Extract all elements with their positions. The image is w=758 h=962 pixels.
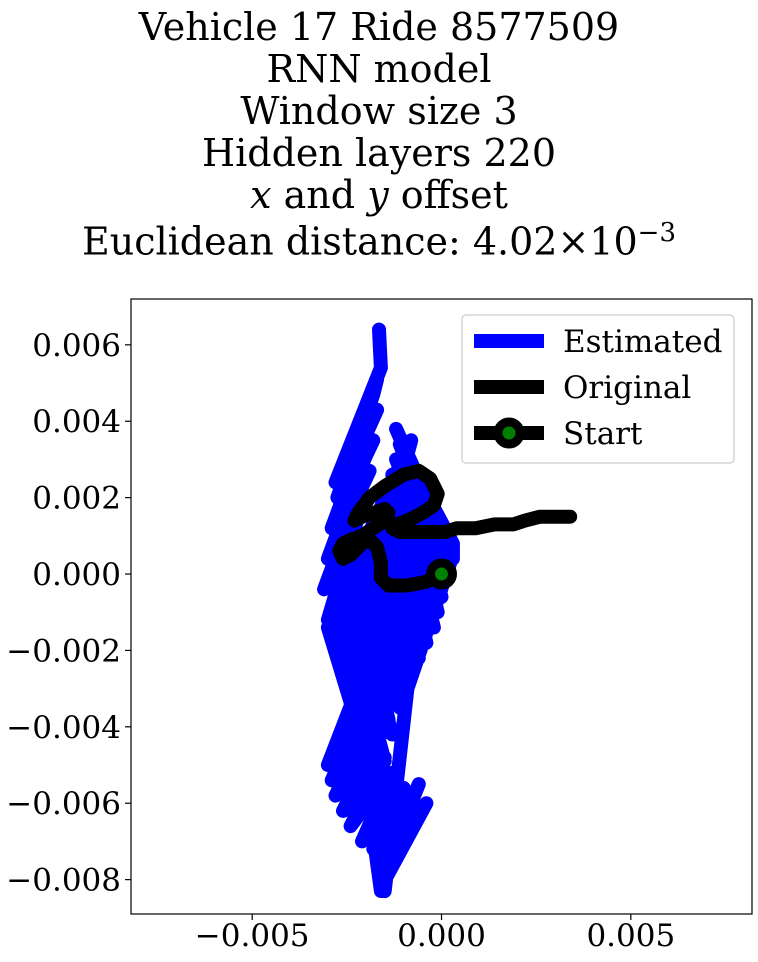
legend-swatch-start-marker xyxy=(493,417,525,449)
x-tick-label: 0.005 xyxy=(586,918,675,954)
y-tick-label: −0.002 xyxy=(6,633,121,669)
title-line-model: RNN model xyxy=(266,47,492,91)
y-tick-label: 0.004 xyxy=(32,404,121,440)
title-euclidean-base: 10 xyxy=(589,219,638,264)
y-axis: 0.006 0.004 0.002 0.000 −0.002 −0.004 −0.006 −0… xyxy=(6,328,131,899)
title-var-x: x xyxy=(250,173,272,217)
chart-title: Vehicle 17 Ride 8577509 RNN model Window… xyxy=(0,0,758,280)
series-line-original xyxy=(332,463,578,593)
title-euclidean-exponent: −3 xyxy=(637,218,676,248)
legend-label-original: Original xyxy=(563,370,691,406)
y-tick-label: −0.004 xyxy=(6,710,121,746)
y-tick-label: 0.006 xyxy=(32,328,121,364)
legend-label-start: Start xyxy=(563,416,643,452)
legend: Estimated Original Start xyxy=(461,314,735,464)
title-line-hidden-layers: Hidden layers 220 xyxy=(201,131,557,175)
title-offset: offset xyxy=(388,173,508,217)
x-tick-label: 0.000 xyxy=(397,918,486,954)
title-var-y: y xyxy=(367,173,389,217)
y-tick-label: 0.000 xyxy=(32,557,121,593)
title-line-vehicle-ride: Vehicle 17 Ride 8577509 xyxy=(138,5,620,49)
x-tick-label: −0.005 xyxy=(195,918,310,954)
y-tick-label: −0.006 xyxy=(6,786,121,822)
y-tick-label: 0.002 xyxy=(32,481,121,517)
title-euclidean-times: × xyxy=(557,219,590,264)
y-tick-label: −0.008 xyxy=(6,863,121,899)
title-line-window-size: Window size 3 xyxy=(240,89,518,133)
legend-label-estimated: Estimated xyxy=(563,324,722,360)
title-line-euclidean: Euclidean distance: 4.02×10−3 xyxy=(0,220,758,261)
series-layer xyxy=(317,322,578,899)
start-point-marker xyxy=(426,558,457,590)
title-euclidean-label: Euclidean distance: xyxy=(82,219,473,264)
title-and: and xyxy=(271,173,368,217)
series-line-estimated xyxy=(317,322,460,899)
title-euclidean-mantissa: 4.02 xyxy=(472,219,558,264)
x-axis: −0.005 0.000 0.005 xyxy=(195,914,675,954)
title-line-offset: x and y offset xyxy=(0,176,758,214)
